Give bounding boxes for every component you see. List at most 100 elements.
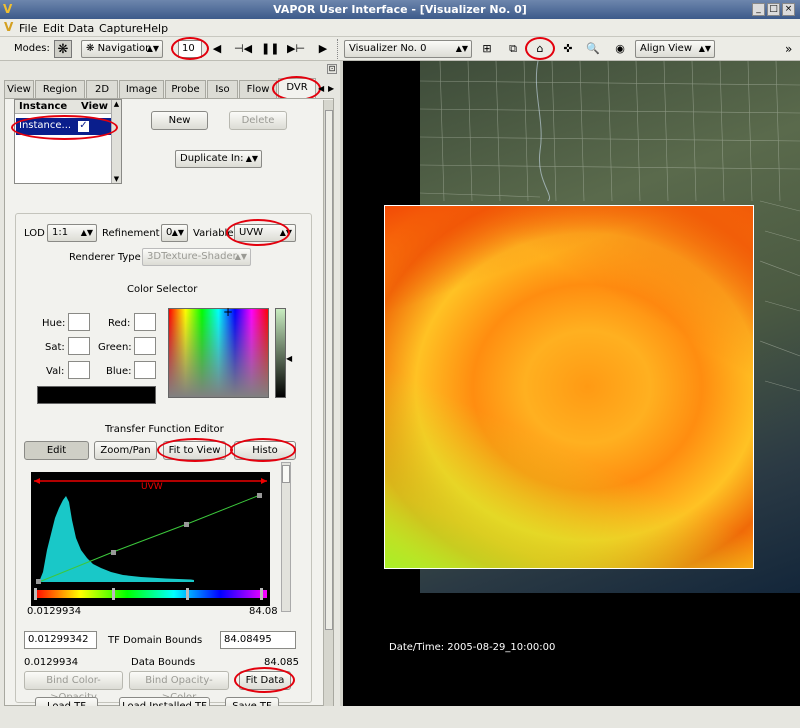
tf-editor-title: Transfer Function Editor <box>105 424 224 435</box>
refinement-select[interactable]: 0 ▲▼ <box>161 224 188 242</box>
eye-view-icon[interactable]: ◉ <box>615 42 625 55</box>
colormap-bar <box>34 590 267 598</box>
minimize-button[interactable]: _ <box>752 3 765 16</box>
tab-iso[interactable]: Iso <box>207 80 238 98</box>
close-button[interactable]: × <box>782 3 795 16</box>
new-button[interactable]: New <box>151 111 208 130</box>
maximize-button[interactable]: □ <box>767 3 780 16</box>
menu-logo-icon: V <box>4 20 14 34</box>
tab-scroll-left-icon[interactable]: ◀ <box>318 84 325 93</box>
lod-select[interactable]: 1:1 ▲▼ <box>47 224 97 242</box>
view-header: View <box>81 101 109 112</box>
delete-button[interactable]: Delete <box>229 111 287 130</box>
color-control-point[interactable] <box>260 588 263 600</box>
menu-capture[interactable]: Capture <box>99 22 143 35</box>
red-input[interactable] <box>134 313 156 331</box>
tf-domain-bounds-label: TF Domain Bounds <box>108 635 203 646</box>
tab-view[interactable]: View <box>4 80 34 98</box>
variable-label: Variable <box>193 228 234 239</box>
renderer-type-select[interactable]: 3DTexture-Shader ▲▼ <box>142 248 251 266</box>
tab-scroll-right-icon[interactable]: ▶ <box>328 84 335 93</box>
tab-image[interactable]: Image <box>119 80 164 98</box>
highlight-histo <box>230 438 296 462</box>
bind-color-opacity-button[interactable]: Bind Color->Opacity <box>24 671 123 703</box>
highlight-variable <box>226 219 290 246</box>
visualizer-viewport[interactable]: Date/Time: 2005-08-29_10:00:00 <box>343 61 800 706</box>
window-titlebar: VAPOR User Interface - [Visualizer No. 0… <box>0 0 800 19</box>
opacity-curve <box>38 494 261 583</box>
cascade-windows-icon[interactable]: ⧉ <box>509 42 517 55</box>
panel-float-icon[interactable]: ⊡ <box>327 64 337 74</box>
zoom-icon[interactable]: 🔍 <box>586 42 600 55</box>
tile-windows-icon[interactable]: ⊞ <box>482 42 492 55</box>
tf-editor-canvas[interactable]: UVW <box>31 472 270 606</box>
mode-select[interactable]: ❋ Navigation ▲▼ <box>81 40 163 58</box>
highlight-fit-to-view <box>157 438 233 462</box>
instance-header: Instance <box>19 101 68 112</box>
opacity-control-point[interactable] <box>184 522 189 527</box>
val-input[interactable] <box>68 361 90 379</box>
edit-mode-button[interactable]: Edit <box>24 441 89 460</box>
color-control-point[interactable] <box>34 588 37 600</box>
opacity-control-point[interactable] <box>36 579 41 584</box>
menu-edit[interactable]: Edit <box>43 22 65 35</box>
blue-input[interactable] <box>134 361 156 379</box>
lod-label: LOD <box>24 228 45 239</box>
current-color-swatch <box>37 386 156 404</box>
zoom-pan-button[interactable]: Zoom/Pan <box>94 441 157 460</box>
menu-data[interactable]: Data <box>68 22 95 35</box>
opacity-control-point[interactable] <box>257 493 262 498</box>
menu-bar: V File Edit Data Capture Help <box>0 19 800 37</box>
color-control-point[interactable] <box>112 588 115 600</box>
toolbar-separator <box>337 39 339 59</box>
panel-scrollbar-thumb[interactable] <box>325 110 333 630</box>
highlight-fit-data <box>234 667 295 693</box>
data-bounds-max: 84.085 <box>264 657 299 668</box>
refinement-label: Refinement <box>102 228 160 239</box>
sat-input[interactable] <box>68 337 90 355</box>
panel-splitter[interactable] <box>340 61 343 706</box>
panel-scrollbar[interactable] <box>323 100 333 706</box>
green-label: Green: <box>98 342 132 353</box>
hue-label: Hue: <box>42 318 66 329</box>
align-view-select[interactable]: Align View ▲▼ <box>635 40 715 58</box>
red-label: Red: <box>108 318 131 329</box>
window-title: VAPOR User Interface - [Visualizer No. 0… <box>273 3 527 16</box>
center-view-icon[interactable]: ✜ <box>563 42 573 55</box>
value-slider[interactable] <box>275 308 286 398</box>
menu-file[interactable]: File <box>19 22 38 35</box>
dvr-volume-render <box>384 205 754 569</box>
go-to-start-icon[interactable]: ⊣◀ <box>234 42 253 55</box>
opacity-control-point[interactable] <box>111 550 116 555</box>
data-bounds-label: Data Bounds <box>131 657 196 668</box>
range-left-arrow-icon <box>34 478 40 484</box>
tab-region[interactable]: Region <box>35 80 85 98</box>
hue-input[interactable] <box>68 313 90 331</box>
value-slider-pointer-icon[interactable]: ◀ <box>286 354 293 363</box>
tf-domain-min-input[interactable]: 0.01299342 <box>24 631 97 649</box>
tf-domain-max-input[interactable]: 84.08495 <box>220 631 296 649</box>
tf-axis-min: 0.0129934 <box>27 606 82 617</box>
step-back-icon[interactable]: ◀ <box>212 42 222 55</box>
tab-2d[interactable]: 2D <box>86 80 118 98</box>
duplicate-in-select[interactable]: Duplicate In: ▲▼ <box>175 150 262 168</box>
county-borders <box>420 61 800 392</box>
visualizer-select[interactable]: Visualizer No. 0 ▲▼ <box>344 40 472 58</box>
tf-zoom-slider-thumb[interactable] <box>282 465 290 483</box>
go-to-end-icon[interactable]: ▶⊢ <box>287 42 306 55</box>
navigation-mode-icon[interactable]: ❋ <box>54 40 72 58</box>
tf-zoom-slider[interactable] <box>281 462 291 612</box>
menu-help[interactable]: Help <box>143 22 169 35</box>
instance-table-scrollbar[interactable]: ▲ ▼ <box>111 100 121 183</box>
tab-probe[interactable]: Probe <box>165 80 206 98</box>
pause-icon[interactable]: ❚❚ <box>261 42 280 55</box>
play-icon[interactable]: ▶ <box>318 42 328 55</box>
status-bar <box>0 706 800 728</box>
hue-saturation-picker[interactable]: + <box>168 306 269 398</box>
green-input[interactable] <box>134 337 156 355</box>
bind-opacity-color-button[interactable]: Bind Opacity->Color <box>129 671 229 703</box>
dvr-render-topright-shade <box>385 206 753 568</box>
modes-label: Modes: <box>14 43 50 54</box>
color-control-point[interactable] <box>186 588 189 600</box>
toolbar-overflow-icon[interactable]: » <box>785 42 793 56</box>
